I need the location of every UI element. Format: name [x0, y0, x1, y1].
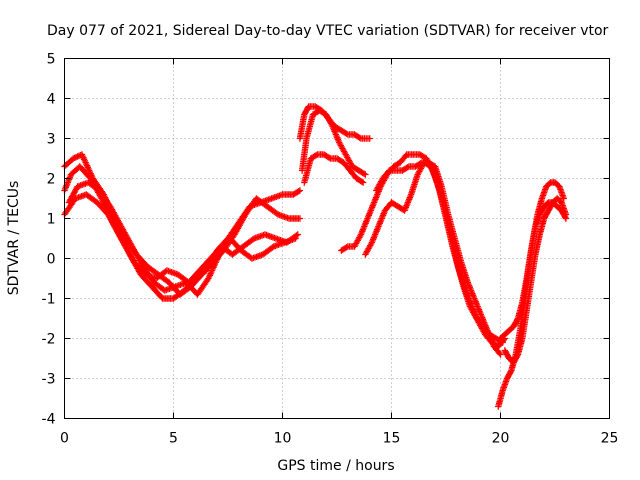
- y-tick-label: 0: [47, 252, 56, 268]
- data-point: [343, 244, 350, 251]
- chart-title: Day 077 of 2021, Sidereal Day-to-day VTE…: [47, 23, 609, 39]
- y-tick-label: 3: [47, 132, 56, 148]
- data-point: [358, 178, 366, 185]
- data-point: [499, 339, 506, 346]
- y-tick-labels: -4 -3 -2 -1 0 1 2 3 4 5: [42, 52, 56, 428]
- series-track-10: [373, 159, 504, 358]
- data-point: [296, 187, 304, 194]
- x-tick-label: 25: [601, 431, 619, 447]
- data-markers: [61, 103, 570, 410]
- data-point: [404, 164, 411, 171]
- x-axis-label: GPS time / hours: [277, 458, 394, 474]
- data-point: [293, 232, 300, 239]
- data-point: [359, 179, 367, 186]
- data-point: [360, 170, 368, 177]
- y-tick-label: -4: [42, 412, 56, 428]
- y-tick-label: -1: [42, 292, 56, 308]
- series-track-12: [497, 199, 570, 342]
- plot-frame: [64, 58, 610, 419]
- data-point: [497, 351, 504, 358]
- data-point: [296, 215, 304, 222]
- data-point: [325, 154, 333, 161]
- data-point: [356, 134, 363, 141]
- data-point: [343, 130, 350, 137]
- data-point: [70, 155, 77, 162]
- data-point: [72, 153, 80, 161]
- data-point: [562, 211, 570, 218]
- x-tick-labels: 0 5 10 15 20 25: [60, 431, 618, 447]
- y-tick-label: 4: [47, 92, 56, 108]
- data-point: [560, 195, 567, 202]
- series-track-7: [301, 151, 367, 186]
- y-tick-label: 1: [47, 212, 56, 228]
- data-point: [507, 368, 514, 376]
- data-point: [71, 154, 78, 162]
- data-point: [366, 135, 373, 142]
- y-tick-label: 2: [47, 172, 56, 188]
- y-tick-label: -2: [42, 332, 56, 348]
- series-track-4: [65, 179, 299, 298]
- x-tick-label: 5: [169, 431, 178, 447]
- x-tick-label: 10: [274, 431, 292, 447]
- data-point: [496, 349, 503, 357]
- data-point: [514, 352, 521, 360]
- data-point: [362, 171, 369, 178]
- x-tick-label: 20: [492, 431, 510, 447]
- series-track-13: [501, 195, 570, 366]
- data-point: [294, 231, 301, 238]
- data-point: [292, 235, 299, 242]
- data-point: [312, 152, 320, 159]
- tick-marks: [64, 58, 610, 419]
- y-tick-label: -3: [42, 372, 56, 388]
- x-tick-label: 15: [383, 431, 401, 447]
- y-tick-label: 5: [47, 52, 56, 68]
- data-point: [417, 160, 424, 167]
- data-point: [514, 316, 521, 324]
- data-point: [295, 188, 302, 195]
- x-tick-label: 0: [60, 431, 69, 447]
- series-track-6: [298, 107, 369, 178]
- y-axis-label: SDTVAR / TECUs: [6, 181, 22, 296]
